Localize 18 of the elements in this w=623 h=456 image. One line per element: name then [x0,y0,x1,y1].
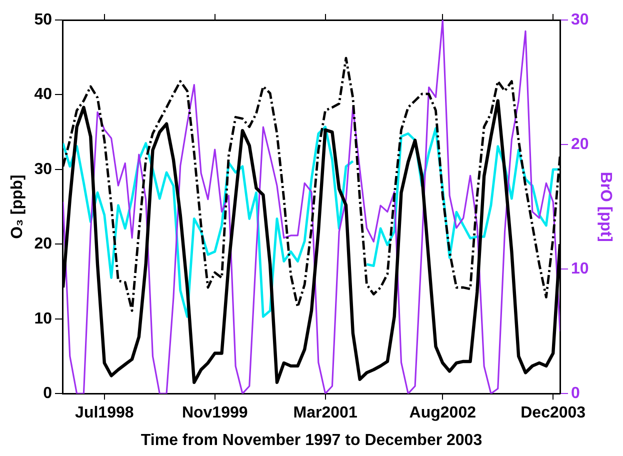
y2-tick-label: 0 [571,385,580,402]
y2-tick-label: 30 [571,11,589,28]
x-tick-label: Dec2003 [520,404,586,422]
x-tick-label: Jul1998 [75,404,134,422]
y-tick-label: 10 [34,310,52,328]
x-tick-label: Aug2002 [409,404,476,422]
y2-tick-label: 10 [571,260,589,278]
y2-axis-title: BrO [ppt] [596,172,614,242]
x-axis-title: Time from November 1997 to December 2003 [140,432,482,449]
y-tick-label: 20 [34,236,52,253]
y-axis-title: O₃ [ppb] [9,174,26,239]
x-tick-label: Nov1999 [182,404,248,422]
y-tick-label: 50 [34,11,52,28]
y-tick-label: 0 [43,385,52,402]
x-tick-label: Mar2001 [293,404,358,422]
y-tick-label: 30 [34,160,52,178]
y-tick-label: 40 [34,86,52,104]
y2-tick-label: 20 [571,136,589,153]
